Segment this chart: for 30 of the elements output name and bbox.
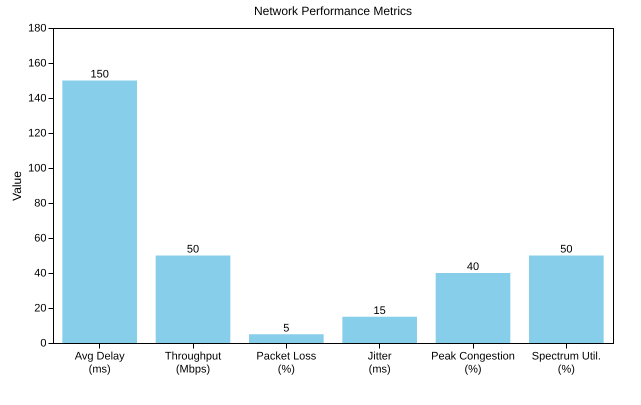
bar: [156, 256, 230, 343]
data-label: 50: [186, 244, 200, 256]
chart-title: Network Performance Metrics: [254, 4, 412, 18]
y-axis-title: Value: [10, 170, 24, 201]
y-tick-label: 160: [28, 58, 46, 70]
bar: [62, 80, 137, 343]
data-label: 50: [560, 244, 572, 256]
y-tick-label: 140: [28, 92, 46, 104]
x-tick-label: Packet Loss (%): [256, 350, 317, 376]
y-tick-label: 180: [28, 22, 46, 34]
bar: [249, 334, 324, 343]
bar: [436, 273, 510, 343]
x-tick-label: Throughput (Mbps): [164, 350, 222, 376]
data-label: 15: [374, 304, 386, 317]
x-tick-label: Peak Congestion (%): [431, 350, 515, 376]
x-tick-label: Avg Delay (ms): [74, 350, 126, 376]
bar: [342, 316, 417, 343]
y-tick-label: 60: [34, 232, 46, 244]
bar: [529, 256, 604, 343]
data-label: 5: [283, 322, 290, 334]
data-label: 150: [90, 68, 109, 80]
x-tick-label: Jitter (ms): [368, 350, 392, 376]
y-tick-label: 120: [28, 128, 46, 140]
y-tick-label: 40: [34, 268, 46, 280]
y-tick-label: 100: [28, 162, 46, 174]
data-label: 40: [466, 261, 480, 273]
x-tick-label: Spectrum Util. (%): [532, 350, 601, 376]
y-tick-label: 20: [34, 302, 46, 314]
y-tick-label: 80: [34, 198, 46, 210]
y-tick-label: 0: [40, 338, 46, 350]
